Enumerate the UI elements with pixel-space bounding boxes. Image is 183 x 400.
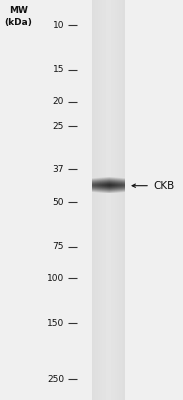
Text: 20: 20 (53, 97, 64, 106)
Text: 50: 50 (53, 198, 64, 207)
Text: CKB: CKB (154, 181, 175, 191)
Text: 37: 37 (53, 165, 64, 174)
Text: MW: MW (9, 6, 28, 15)
Text: 150: 150 (47, 318, 64, 328)
Text: 25: 25 (53, 122, 64, 130)
Text: 100: 100 (47, 274, 64, 283)
Text: 250: 250 (47, 375, 64, 384)
Text: (kDa): (kDa) (4, 18, 32, 27)
Text: 15: 15 (53, 65, 64, 74)
Text: 75: 75 (53, 242, 64, 251)
Text: 10: 10 (53, 21, 64, 30)
